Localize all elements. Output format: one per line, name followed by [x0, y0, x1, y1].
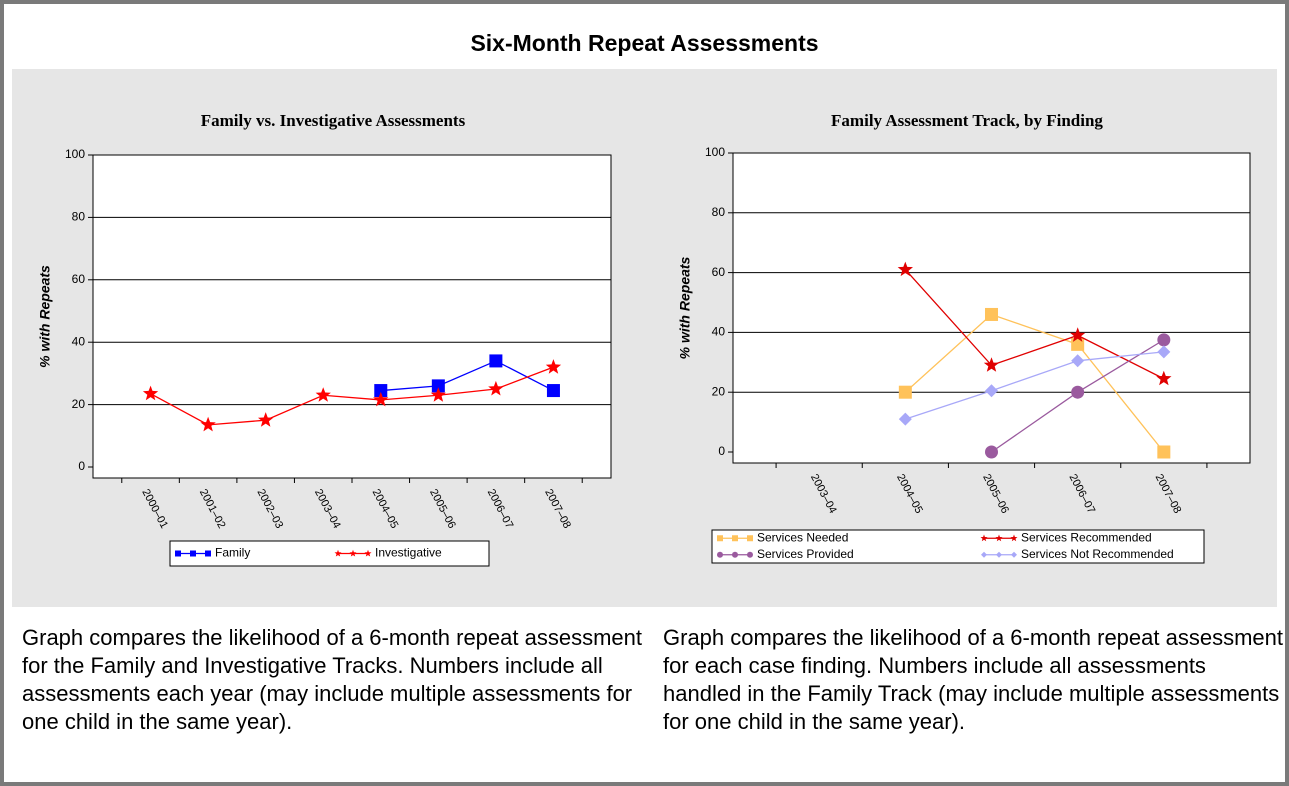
- legend-marker: [364, 549, 372, 557]
- legend-marker: [996, 551, 1002, 558]
- x-tick-label: 2005–06: [427, 487, 458, 530]
- legend-marker: [995, 534, 1003, 542]
- x-tick-label: 2006–07: [485, 487, 516, 530]
- legend-label: Investigative: [375, 546, 442, 560]
- data-point: [546, 384, 560, 398]
- legend-marker: [980, 534, 988, 542]
- data-point: [985, 384, 998, 398]
- legend-marker: [747, 535, 753, 542]
- data-point: [1071, 385, 1085, 399]
- series-line: [904, 269, 1165, 380]
- x-tick-label: 2001–02: [197, 487, 228, 530]
- legend-label: Services Not Recommended: [1021, 547, 1174, 561]
- data-point: [430, 387, 446, 402]
- y-tick-label: 100: [705, 145, 725, 159]
- y-tick-label: 20: [712, 384, 726, 398]
- legend-marker: [717, 551, 723, 558]
- data-point: [985, 307, 998, 321]
- y-tick-label: 0: [78, 459, 85, 473]
- y-tick-label: 80: [72, 210, 86, 224]
- data-point: [1157, 445, 1171, 459]
- y-tick-label: 60: [72, 272, 86, 286]
- x-tick-label: 2007–08: [542, 487, 573, 530]
- legend-marker: [717, 535, 723, 542]
- y-tick-label: 40: [712, 325, 726, 339]
- legend-marker: [175, 550, 181, 557]
- data-point: [1157, 333, 1171, 347]
- legend-marker: [1011, 551, 1017, 558]
- x-tick-label: 2003–04: [312, 487, 343, 530]
- data-point: [258, 412, 274, 427]
- data-point: [545, 359, 562, 374]
- legend-marker: [1010, 534, 1018, 542]
- legend: [169, 540, 490, 567]
- data-point: [1071, 337, 1085, 351]
- legend-marker: [747, 551, 753, 558]
- y-tick-label: 20: [72, 397, 86, 411]
- legend-marker: [981, 551, 987, 558]
- y-axis-label: % with Repeats: [677, 256, 693, 359]
- legend-marker: [205, 550, 211, 557]
- legend-label: Family: [215, 546, 250, 560]
- x-tick-label: 2004–05: [370, 487, 401, 530]
- data-point: [431, 379, 445, 393]
- data-point: [315, 387, 331, 402]
- x-tick-label: 2004–05: [894, 472, 925, 515]
- series-line: [905, 351, 1164, 420]
- data-point: [898, 412, 912, 426]
- data-point: [897, 261, 913, 277]
- data-point: [898, 385, 912, 399]
- chart-title: Family vs. Investigative Assessments: [201, 111, 466, 130]
- chart-title: Family Assessment Track, by Finding: [831, 111, 1103, 130]
- x-tick-label: 2002–03: [254, 487, 285, 530]
- legend-marker: [732, 535, 738, 542]
- series-line: [380, 360, 554, 392]
- charts: Family vs. Investigative Assessments % wi…: [37, 111, 1251, 567]
- data-point: [200, 416, 216, 432]
- data-point: [1157, 345, 1171, 359]
- caption: Graph compares the likelihood of a 6-mon…: [663, 625, 1283, 734]
- data-point: [374, 384, 388, 398]
- y-axis-label: % with Repeats: [37, 265, 53, 368]
- legend-marker: [349, 549, 357, 557]
- x-tick-label: 2000–01: [139, 487, 170, 530]
- legend-label: Services Needed: [757, 530, 848, 544]
- x-tick-label: 2006–07: [1066, 472, 1097, 515]
- x-tick-label: 2005–06: [980, 472, 1011, 515]
- legend-marker: [190, 550, 196, 557]
- data-point: [985, 445, 998, 459]
- data-point: [1070, 327, 1086, 342]
- data-point: [1156, 370, 1172, 386]
- legend: [711, 529, 1205, 564]
- data-point: [1071, 354, 1085, 368]
- caption: Graph compares the likelihood of a 6-mon…: [22, 625, 642, 734]
- data-point: [488, 380, 504, 396]
- y-tick-label: 80: [712, 205, 726, 219]
- y-tick-label: 0: [718, 444, 725, 458]
- x-tick-label: 2003–04: [808, 472, 839, 515]
- data-point: [489, 354, 503, 368]
- data-point: [142, 385, 159, 401]
- data-point: [373, 391, 389, 407]
- series-line: [150, 366, 554, 426]
- legend-label: Services Recommended: [1021, 530, 1152, 544]
- data-point: [983, 357, 1000, 372]
- y-tick-label: 40: [72, 334, 86, 348]
- series-line: [904, 313, 1165, 453]
- legend-marker: [732, 551, 738, 558]
- y-tick-label: 100: [65, 147, 85, 161]
- legend-marker: [334, 549, 342, 557]
- page-title: Six-Month Repeat Assessments: [470, 30, 819, 56]
- legend-label: Services Provided: [757, 547, 854, 561]
- plot-area: [92, 154, 612, 479]
- x-tick-label: 2007–08: [1153, 472, 1184, 515]
- y-tick-label: 60: [712, 265, 726, 279]
